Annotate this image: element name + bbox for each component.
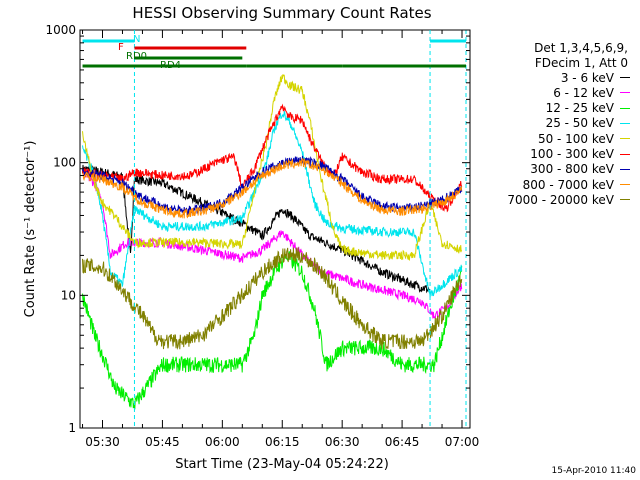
legend-swatch: [620, 153, 630, 155]
legend-header-line-1: Det 1,3,4,5,6,9,: [534, 41, 628, 55]
series-line-8: [82, 247, 463, 351]
timestamp: 15-Apr-2010 11:40: [551, 466, 636, 476]
legend-swatch: [620, 107, 630, 109]
y-tick-label-2: 100: [53, 156, 76, 170]
legend-label: 100 - 300 keV: [530, 147, 614, 161]
legend-swatch: [620, 168, 630, 170]
y-tick-label-3: 1000: [45, 23, 76, 37]
legend-item-8: 7000 - 20000 keV: [507, 192, 630, 207]
legend-label: 12 - 25 keV: [545, 101, 614, 116]
series-line-5: [82, 103, 463, 213]
series-line-7: [82, 157, 463, 219]
legend-label: 7000 - 20000 keV: [507, 192, 614, 207]
legend-label: 25 - 50 keV: [545, 116, 614, 131]
x-tick-label-4: 06:30: [325, 435, 360, 449]
legend-item-1: 6 - 12 keV: [553, 85, 630, 100]
series-line-4: [82, 73, 463, 261]
legend-item-0: 3 - 6 keV: [561, 70, 630, 85]
legend-label: 50 - 100 keV: [537, 131, 614, 146]
x-axis-label: Start Time (23-May-04 05:24:22): [175, 457, 389, 472]
x-tick-label-6: 07:00: [445, 435, 480, 449]
legend-swatch: [620, 138, 630, 140]
legend-label: 800 - 7000 keV: [522, 177, 614, 192]
series-line-6: [82, 155, 463, 216]
legend-item-4: 50 - 100 keV: [538, 131, 630, 146]
flag-label-n: N: [133, 34, 140, 45]
x-tick-label-3: 06:15: [265, 435, 300, 449]
flag-label-rd0: RD0: [126, 51, 147, 62]
y-tick-label-0: 1: [68, 421, 76, 435]
legend-item-5: 100 - 300 keV: [530, 147, 630, 162]
chart-title: HESSI Observing Summary Count Rates: [132, 4, 431, 22]
legend-swatch: [620, 92, 630, 94]
flag-label-rd4: RD4: [160, 60, 181, 71]
legend-swatch: [620, 184, 630, 186]
x-tick-label-0: 05:30: [85, 435, 120, 449]
series-line-2: [82, 251, 463, 410]
legend-item-3: 25 - 50 keV: [546, 116, 630, 131]
legend-label: 6 - 12 keV: [553, 85, 614, 100]
legend-item-7: 800 - 7000 keV: [523, 177, 630, 192]
y-tick-label-1: 10: [61, 288, 76, 302]
y-axis-label: Count Rate (s⁻¹ detector⁻¹): [23, 141, 38, 318]
series-line-3: [82, 111, 463, 298]
legend-swatch: [620, 77, 630, 78]
series-line-1: [82, 168, 463, 320]
legend-item-6: 300 - 800 keV: [530, 162, 630, 177]
legend-item-2: 12 - 25 keV: [546, 101, 630, 116]
legend-label: 3 - 6 keV: [560, 70, 614, 85]
legend-swatch: [620, 122, 630, 124]
legend-label: 300 - 800 keV: [530, 162, 614, 177]
x-tick-label-2: 06:00: [205, 435, 240, 449]
flag-label-f: F: [118, 42, 124, 53]
legend-swatch: [620, 199, 630, 201]
x-tick-label-5: 06:45: [385, 435, 420, 449]
plot-frame: [79, 29, 471, 429]
x-tick-label-1: 05:45: [145, 435, 180, 449]
legend-header-line-2: FDecim 1, Att 0: [534, 56, 628, 70]
